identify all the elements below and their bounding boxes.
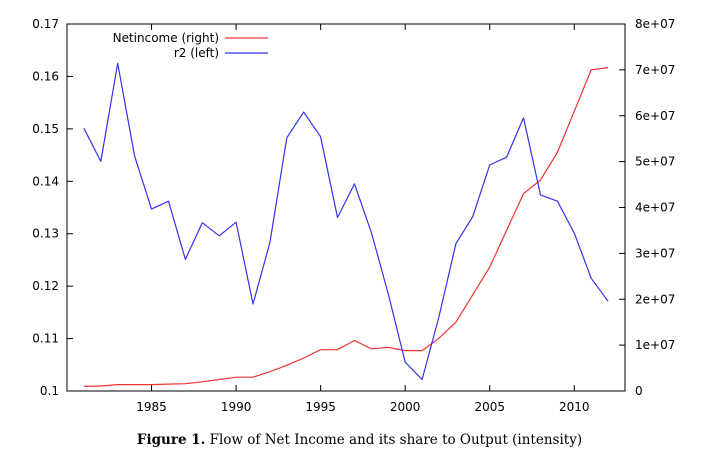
y-right-tick-label: 8e+07 (635, 17, 675, 31)
x-tick-label: 1985 (136, 400, 167, 414)
y-right-tick-label: 4e+07 (635, 201, 675, 215)
figure-caption: Figure 1. Flow of Net Income and its sha… (0, 432, 719, 448)
legend-label-netincome: Netincome (right) (113, 31, 219, 45)
y-right-tick-label: 3e+07 (635, 246, 675, 260)
x-tick-label: 1995 (305, 400, 336, 414)
chart: 1985 1990 1995 2000 2005 2010 0.1 0.11 0.12 0.13 0… (32, 17, 675, 414)
x-tick-label: 1990 (221, 400, 252, 414)
legend-label-r2: r2 (left) (174, 46, 219, 60)
y-right-tick-label: 5e+07 (635, 155, 675, 169)
lines-layer (83, 62, 609, 387)
figure-caption-label: Figure 1. (136, 432, 206, 448)
y-right-tick-label: 2e+07 (635, 292, 675, 306)
y-right-tick-label: 7e+07 (635, 63, 675, 77)
legend: Netincome (right) r2 (left) (113, 31, 268, 60)
figure-caption-text: Flow of Net Income and its share to Outp… (209, 432, 583, 448)
y-left-tick-label: 0.13 (32, 227, 59, 241)
y-left-tick-label: 0.15 (32, 122, 59, 136)
series-line-netincome (83, 67, 609, 387)
y-left-tick-label: 0.17 (32, 17, 59, 31)
y-left-tick-label: 0.12 (32, 279, 59, 293)
y-right-tick-label: 1e+07 (635, 338, 675, 352)
x-tick-label: 2005 (474, 400, 505, 414)
x-tick-label: 2010 (559, 400, 590, 414)
y-left-tick-label: 0.14 (32, 174, 59, 188)
y-right-tick-label: 6e+07 (635, 109, 675, 123)
y-left-tick-label: 0.11 (32, 332, 59, 346)
series-line-r2 (83, 62, 609, 381)
y-right-tick-label: 0 (635, 384, 643, 398)
y-left-tick-label: 0.16 (32, 69, 59, 83)
x-tick-label: 2000 (390, 400, 421, 414)
ticks-layer: 1985 1990 1995 2000 2005 2010 0.1 0.11 0.12 0.13 0… (32, 17, 675, 414)
y-left-tick-label: 0.1 (40, 384, 59, 398)
